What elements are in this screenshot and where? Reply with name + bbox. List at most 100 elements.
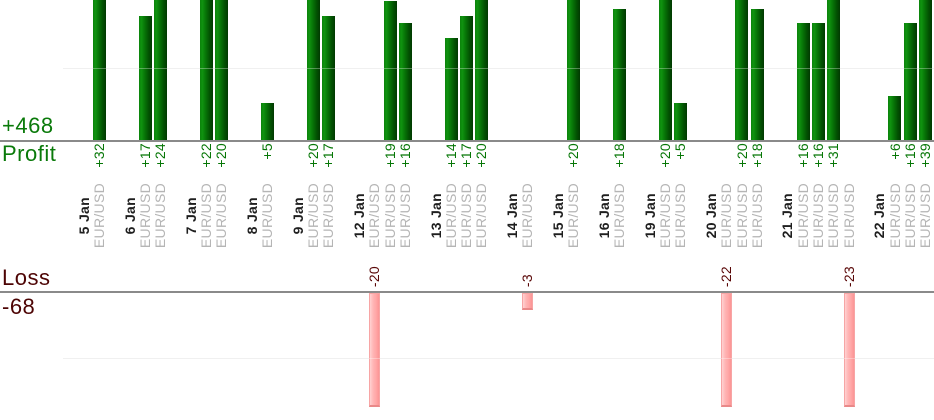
profit-bar	[138, 16, 152, 140]
profit-gridline-overlay	[63, 68, 934, 69]
profit-bar	[919, 0, 932, 140]
profit-value-label: +18	[748, 141, 765, 176]
profit-bar	[261, 103, 275, 140]
instrument-label: EUR/USD	[749, 181, 765, 251]
profit-gridline	[63, 68, 934, 69]
loss-bar	[522, 292, 534, 310]
date-label: 8 Jan	[244, 181, 260, 251]
profit-value-label: +22	[198, 141, 215, 176]
instrument-label: EUR/USD	[259, 181, 276, 251]
profit-value-label-text: +20	[657, 143, 674, 168]
profit-value-label-text: +18	[748, 143, 765, 168]
profit-value-label: +16	[902, 141, 918, 176]
date-label: 20 Jan	[702, 181, 719, 251]
date-label-text: 9 Jan	[289, 197, 306, 235]
loss-value-label: -3	[519, 253, 535, 289]
profit-value-label-text: +20	[565, 143, 582, 168]
instrument-label-text: EUR/USD	[259, 183, 276, 249]
instrument-label: EUR/USD	[734, 181, 750, 251]
loss-axis-label: Loss	[2, 265, 51, 290]
profit-value-label: +24	[152, 141, 169, 176]
profit-bar	[903, 23, 917, 140]
loss-value-label: -20	[366, 253, 382, 289]
date-label-text: 20 Jan	[702, 193, 719, 239]
instrument-label-text: EUR/USD	[718, 183, 735, 249]
profit-value-label: +16	[810, 141, 826, 176]
instrument-label-text: EUR/USD	[810, 183, 827, 249]
profit-bar	[735, 0, 749, 140]
date-label-text: 13 Jan	[427, 193, 444, 239]
loss-bar	[843, 292, 855, 407]
loss-value-label-text: -22	[718, 265, 735, 287]
profit-value-label-text: +16	[794, 143, 811, 168]
profit-value-label-text: +22	[198, 143, 215, 168]
loss-bar	[369, 292, 381, 407]
loss-gridline-overlay	[63, 358, 934, 359]
profit-bar	[307, 0, 320, 140]
date-label-text: 16 Jan	[595, 193, 612, 239]
profit-value-label: +17	[458, 141, 475, 176]
instrument-label: EUR/USD	[672, 181, 688, 251]
loss-gridline	[63, 358, 934, 359]
profit-value-label: +20	[305, 141, 322, 176]
profit-value-label-text: +5	[259, 143, 276, 160]
profit-value-label-text: +20	[473, 143, 490, 168]
profit-value-label: +31	[825, 141, 841, 176]
instrument-label: EUR/USD	[366, 181, 382, 251]
profit-value-label-text: +39	[917, 143, 934, 168]
profit-bar	[475, 0, 489, 140]
date-label: 7 Jan	[183, 181, 199, 251]
instrument-label-text: EUR/USD	[320, 183, 337, 249]
instrument-label: EUR/USD	[458, 181, 474, 251]
date-label: 21 Jan	[779, 181, 795, 251]
instrument-label: EUR/USD	[213, 181, 230, 251]
instrument-label-text: EUR/USD	[213, 183, 230, 249]
instrument-label: EUR/USD	[886, 181, 903, 251]
instrument-label: EUR/USD	[565, 181, 581, 251]
profit-value-label-text: +5	[672, 143, 689, 160]
profit-value-label-text: +20	[305, 143, 322, 168]
instrument-label: EUR/USD	[198, 181, 214, 251]
profit-value-label: +17	[136, 141, 153, 176]
loss-value-label: -22	[718, 253, 735, 289]
instrument-label: EUR/USD	[152, 181, 168, 251]
profit-value-label: +32	[91, 141, 107, 176]
instrument-label-text: EUR/USD	[442, 183, 459, 249]
date-label: 16 Jan	[595, 181, 612, 251]
date-label: 19 Jan	[642, 181, 658, 251]
instrument-label-text: EUR/USD	[305, 183, 322, 249]
instrument-label-text: EUR/USD	[381, 183, 398, 249]
profit-value-label-text: +18	[611, 143, 628, 168]
profit-value-label-text: +17	[320, 143, 337, 168]
instrument-label-text: EUR/USD	[519, 183, 536, 249]
profit-value-label: +20	[473, 141, 490, 176]
profit-baseline	[0, 140, 934, 142]
date-label: 6 Jan	[122, 181, 138, 251]
instrument-label-text: EUR/USD	[917, 183, 934, 249]
profit-bar	[613, 9, 626, 140]
date-label: 12 Jan	[351, 181, 367, 251]
profit-bar	[322, 16, 336, 140]
instrument-label: EUR/USD	[397, 181, 413, 251]
profit-value-label: +5	[259, 141, 276, 176]
profit-bar	[398, 23, 412, 140]
date-label: 13 Jan	[427, 181, 444, 251]
loss-baseline	[0, 291, 934, 293]
profit-value-label-text: +24	[152, 143, 169, 168]
profit-value-label-text: +17	[136, 143, 153, 168]
date-label-text: 15 Jan	[549, 193, 566, 239]
instrument-label: EUR/USD	[902, 181, 918, 251]
profit-bar	[383, 1, 397, 140]
profit-value-label: +20	[734, 141, 750, 176]
profit-value-label: +20	[565, 141, 582, 176]
profit-bar	[750, 9, 764, 140]
profit-value-label-text: +17	[458, 143, 475, 168]
date-label-text: 5 Jan	[75, 197, 92, 235]
instrument-label: EUR/USD	[611, 181, 627, 251]
profit-bar	[658, 0, 672, 140]
instrument-label-text: EUR/USD	[886, 183, 903, 249]
profit-value-label: +20	[657, 141, 674, 176]
profit-bar	[199, 0, 213, 140]
date-label-text: 14 Jan	[504, 193, 521, 239]
